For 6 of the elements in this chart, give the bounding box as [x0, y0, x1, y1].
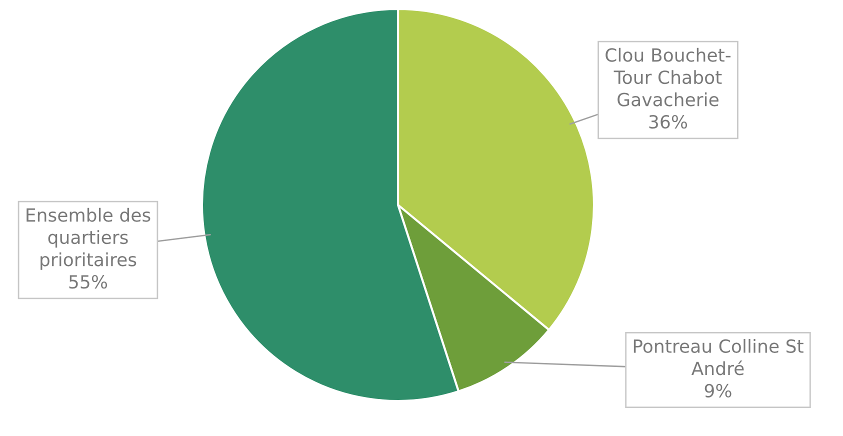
data-label: 36%: [649, 114, 688, 129]
slice-label: Pontreau Colline St André: [634, 338, 804, 376]
slice-label: Clou Bouchet-Tour Chabot Gavacherie: [606, 48, 731, 106]
data-label: 9%: [704, 384, 732, 398]
data-label: 55%: [69, 274, 108, 289]
slice-label: Ensemble des quartiers prioritaires: [26, 208, 150, 270]
